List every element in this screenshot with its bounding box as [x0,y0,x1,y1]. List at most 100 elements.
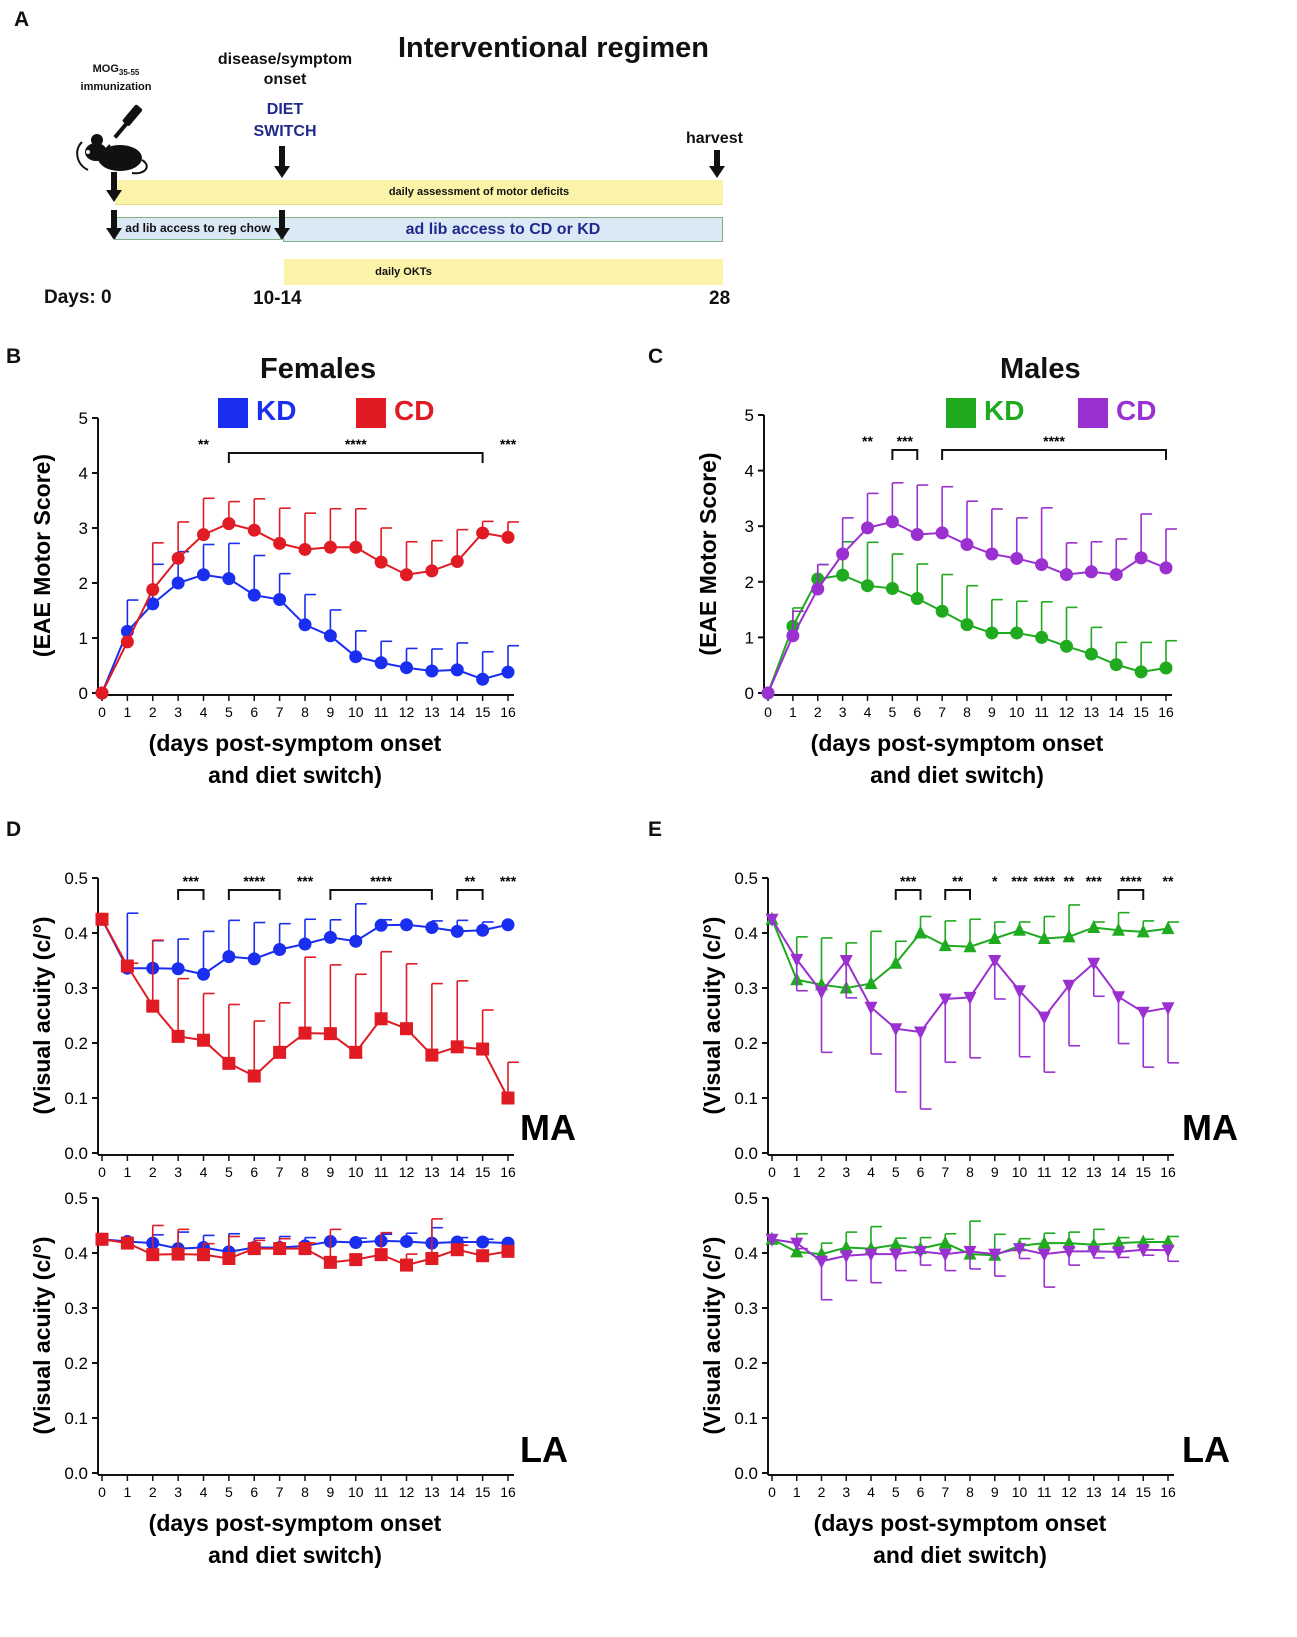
data-point [222,1252,236,1265]
x-tick-label: 13 [424,704,440,720]
x-tick-label: 1 [123,1484,131,1500]
x-tick-label: 11 [1037,1484,1052,1500]
data-point [1084,565,1098,579]
significance-bracket [941,449,1167,460]
data-point [273,536,287,550]
x-tick-label: 15 [1133,704,1149,720]
data-point [349,1253,363,1267]
series-cd [765,1233,1179,1301]
data-point [1159,561,1173,575]
bar-motor: daily assessment of motor deficits [115,180,723,205]
panel-letter-e: E [648,818,663,841]
y-axis-label: (EAE Motor Score) [695,452,721,655]
data-point [501,1091,515,1105]
data-point [197,528,210,542]
data-point [765,1233,779,1247]
data-point [349,934,363,948]
data-point [1035,630,1049,644]
x-tick-label: 6 [250,1484,258,1500]
data-point [323,930,337,944]
data-point [1161,1234,1175,1248]
data-point [1161,1002,1175,1016]
data-point [960,618,974,632]
x-tick-label: 10 [348,1164,364,1180]
data-point [450,1040,464,1054]
x-tick-label: 2 [149,704,157,720]
x-tick-label: 14 [1108,704,1124,720]
y-tick-label: 0.3 [64,1299,88,1318]
data-point [985,547,999,561]
panel-tag-ma: MA [1182,1107,1238,1148]
legend-males-title: Males [1000,353,1081,385]
y-tick-label: 0.1 [64,1409,88,1428]
data-point [146,597,160,611]
arrow-onset-bottom [274,210,290,240]
data-point [400,918,413,932]
x-tick-label: 9 [326,1484,334,1500]
x-tick-label: 3 [174,1164,182,1180]
data-point [914,925,927,939]
data-point [501,1244,515,1258]
x-tick-label: 12 [399,1164,415,1180]
x-tick-label: 15 [475,704,491,720]
x-tick-label: 5 [892,1484,900,1500]
x-tick-label: 4 [867,1484,875,1500]
x-tick-label: 13 [424,1164,440,1180]
series-kd [95,903,515,981]
bar-motor-text: daily assessment of motor deficits [388,186,570,198]
data-point [1037,1011,1051,1025]
y-tick-label: 0.1 [734,1409,758,1428]
x-tick-label: 6 [917,1484,925,1500]
data-point [914,1245,927,1259]
y-tick-label: 0.2 [64,1354,88,1373]
data-point [450,663,464,677]
x-tick-label: 14 [1111,1484,1127,1500]
x-tick-label: 9 [326,704,334,720]
data-point [298,618,312,632]
data-point [374,918,388,932]
data-point [222,517,236,531]
significance-label: *** [900,873,917,889]
data-point [910,528,924,542]
data-point [1136,1006,1150,1020]
data-point [298,937,312,951]
x-tick-label: 3 [842,1164,850,1180]
data-point [1013,1243,1026,1257]
x-tick-label: 2 [818,1164,826,1180]
data-point [349,540,363,554]
data-point [861,579,874,593]
panel-tag-la: LA [520,1429,568,1470]
bar-diet-text: ad lib access to CD or KD [405,221,601,238]
data-point [1087,957,1101,971]
data-point [811,582,825,596]
significance-bracket [894,889,922,900]
regimen-title: Interventional regimen [398,32,710,64]
bar-diet: ad lib access to CD or KD [283,217,723,242]
series-cd [95,497,519,700]
x-tick-label: 5 [225,1484,233,1500]
y-tick-label: 0.0 [734,1144,758,1163]
day-onset-label: 10-14 [253,288,302,309]
data-point [476,672,490,686]
significance-label: *** [1011,873,1028,889]
data-point [425,1252,439,1265]
data-point [425,664,439,678]
data-point [400,1022,413,1036]
data-point [1010,551,1024,565]
data-point [1013,985,1026,999]
series-kd [95,542,519,700]
data-point [988,1248,1002,1262]
data-point [222,1056,236,1070]
x-axis-label: and diet switch) [870,762,1044,788]
x-tick-label: 5 [225,704,233,720]
significance-label: **** [1043,433,1065,449]
x-tick-label: 7 [941,1484,949,1500]
x-tick-label: 6 [913,704,921,720]
x-tick-label: 6 [250,1164,258,1180]
data-point [864,1001,878,1015]
data-point [1161,921,1175,935]
data-point [197,1033,210,1047]
data-point [476,1042,490,1056]
y-tick-label: 5 [745,406,754,425]
x-tick-label: 3 [174,704,182,720]
